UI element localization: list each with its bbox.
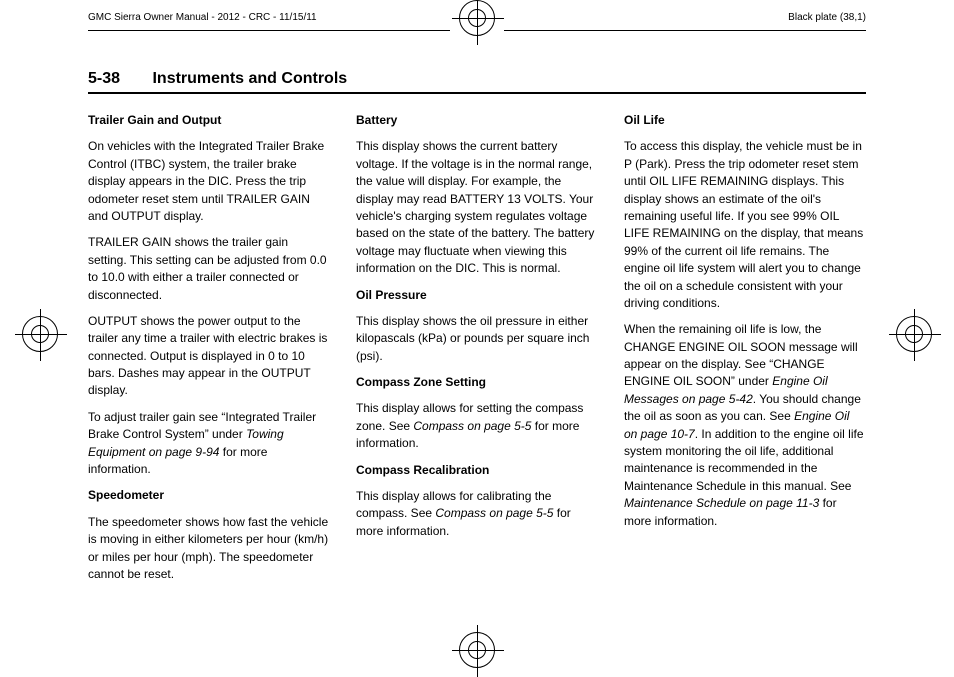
body-text: This display shows the current battery v… <box>356 138 598 277</box>
heading-compass-recal: Compass Recalibration <box>356 462 598 479</box>
header-left-text: GMC Sierra Owner Manual - 2012 - CRC - 1… <box>88 12 317 23</box>
body-text: To access this display, the vehicle must… <box>624 138 866 312</box>
column-2: Battery This display shows the current b… <box>356 110 598 592</box>
body-text: To adjust trailer gain see “Integrated T… <box>88 409 330 479</box>
heading-speedometer: Speedometer <box>88 487 330 504</box>
page-content: 5-38 Instruments and Controls Trailer Ga… <box>88 70 866 592</box>
header-right-text: Black plate (38,1) <box>788 12 866 23</box>
body-text: OUTPUT shows the power output to the tra… <box>88 313 330 400</box>
column-1: Trailer Gain and Output On vehicles with… <box>88 110 330 592</box>
three-column-layout: Trailer Gain and Output On vehicles with… <box>88 110 866 592</box>
xref-compass: Compass on page 5-5 <box>435 506 553 520</box>
body-text: The speedometer shows how fast the vehic… <box>88 514 330 584</box>
column-3: Oil Life To access this display, the veh… <box>624 110 866 592</box>
body-text: This display allows for setting the comp… <box>356 400 598 452</box>
crop-mark-left <box>22 316 58 352</box>
page-header: 5-38 Instruments and Controls <box>88 70 866 94</box>
body-text: When the remaining oil life is low, the … <box>624 321 866 530</box>
page-number: 5-38 <box>88 70 120 88</box>
section-title: Instruments and Controls <box>152 70 347 88</box>
heading-battery: Battery <box>356 112 598 129</box>
xref-maintenance-schedule: Maintenance Schedule on page 11-3 <box>624 496 819 510</box>
xref-compass: Compass on page 5-5 <box>413 419 531 433</box>
body-text: TRAILER GAIN shows the trailer gain sett… <box>88 234 330 304</box>
body-text: On vehicles with the Integrated Trailer … <box>88 138 330 225</box>
crop-mark-bottom <box>459 632 495 668</box>
heading-trailer-gain: Trailer Gain and Output <box>88 112 330 129</box>
header-rule-right <box>504 30 866 31</box>
body-text: This display shows the oil pressure in e… <box>356 313 598 365</box>
header-rule-left <box>88 30 450 31</box>
body-text: This display allows for calibrating the … <box>356 488 598 540</box>
heading-oil-pressure: Oil Pressure <box>356 287 598 304</box>
heading-oil-life: Oil Life <box>624 112 866 129</box>
heading-compass-zone: Compass Zone Setting <box>356 374 598 391</box>
crop-mark-right <box>896 316 932 352</box>
